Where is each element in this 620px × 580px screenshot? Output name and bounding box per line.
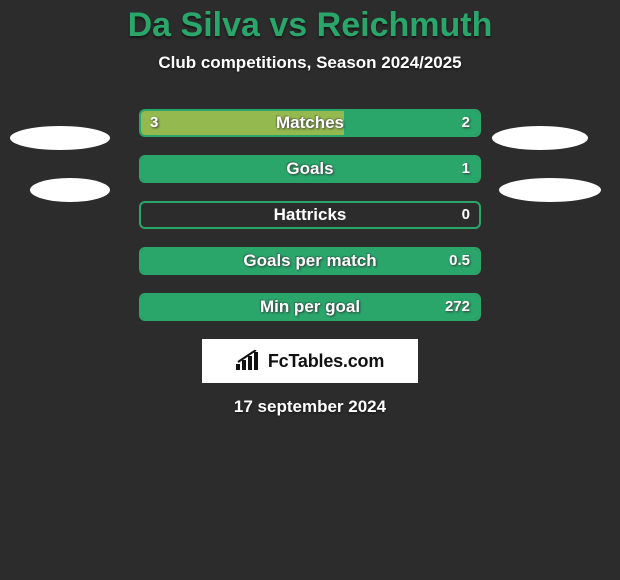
stat-row: Min per goal272 [0,293,620,321]
stat-row: Goals1 [0,155,620,183]
stat-row: Matches32 [0,109,620,137]
stat-bar-track [139,155,481,183]
stat-bar-right-fill [141,249,479,273]
stat-bar-track [139,247,481,275]
subtitle: Club competitions, Season 2024/2025 [0,53,620,73]
stat-bar-track [139,201,481,229]
stat-row: Goals per match0.5 [0,247,620,275]
stat-row: Hattricks0 [0,201,620,229]
stat-bar-track [139,109,481,137]
brand-badge: FcTables.com [202,339,418,383]
stat-bar-right-fill [141,295,479,319]
footer-date: 17 september 2024 [0,397,620,417]
title-player-b: Reichmuth [317,6,493,44]
title-player-a: Da Silva [128,6,260,44]
page-title: Da Silva vs Reichmuth [0,0,620,45]
stat-bar-track [139,293,481,321]
stat-bar-right-fill [141,157,479,181]
title-vs: vs [269,6,307,44]
stat-bar-right-fill [344,111,479,135]
brand-chart-icon [236,350,262,372]
brand-text: FcTables.com [268,351,384,372]
stat-bar-left-fill [141,111,344,135]
